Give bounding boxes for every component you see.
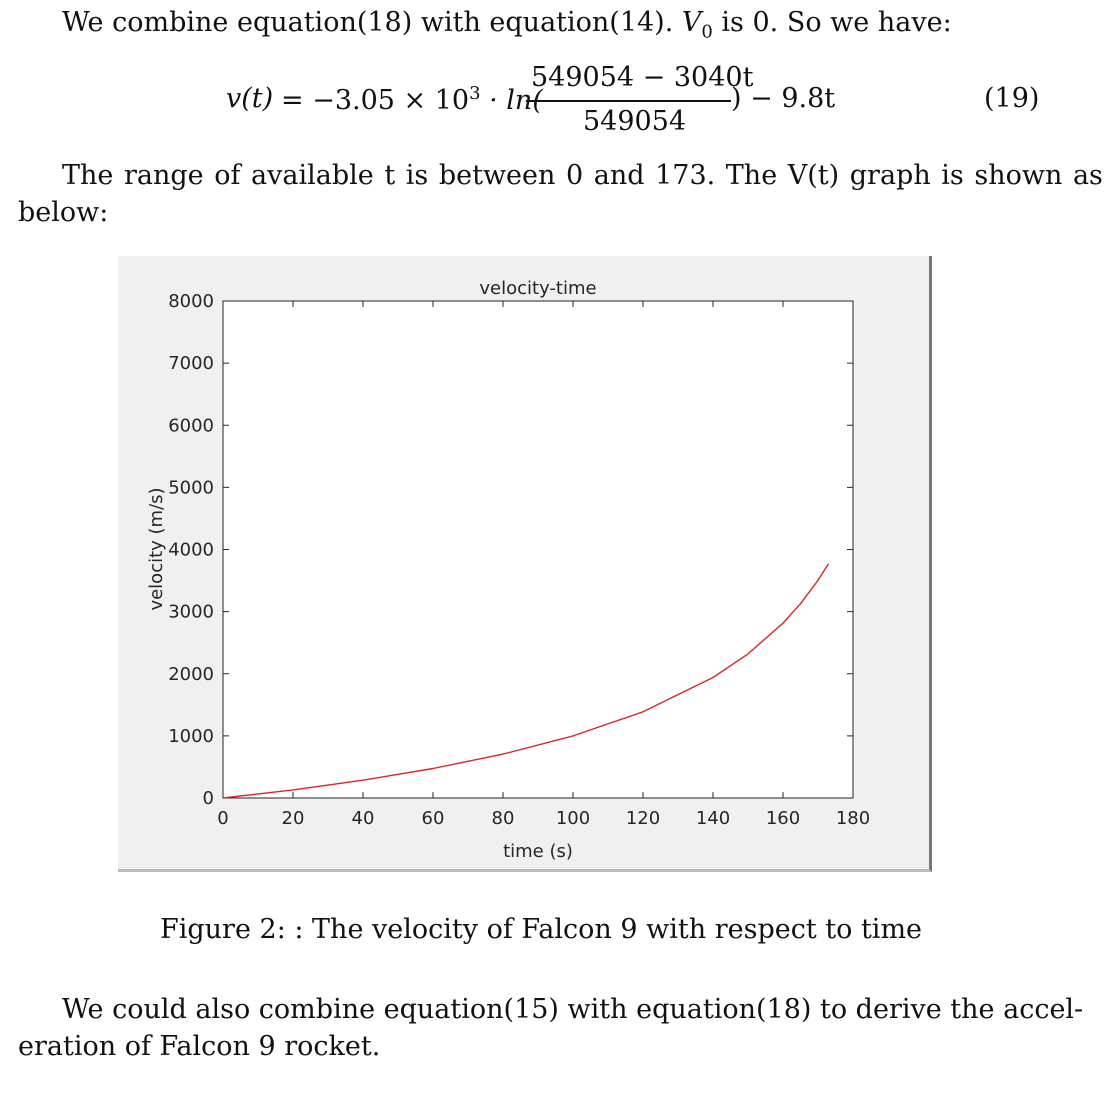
y-tick-label: 3000 — [168, 602, 214, 623]
paragraph-range-line2: below: — [18, 197, 109, 228]
x-tick-label: 100 — [556, 808, 590, 829]
y-tick-label: 0 — [203, 788, 214, 809]
y-tick-label: 4000 — [168, 540, 214, 561]
x-axis-label: time (s) — [503, 841, 573, 862]
x-tick-label: 140 — [696, 808, 730, 829]
paragraph-range-line1: The range of available t is between 0 an… — [62, 160, 1103, 191]
intro-text: We combine equation(18) with equation(14… — [62, 7, 682, 38]
x-tick-label: 0 — [217, 808, 228, 829]
equation-number: (19) — [984, 83, 1040, 114]
x-tick-label: 160 — [766, 808, 800, 829]
figure-velocity-time: velocity-time time (s) velocity (m/s) 0 2… — [118, 256, 932, 872]
axis-ticks: 0 20 40 60 80 100 120 140 160 180 0 1000 2000 3000 400… — [168, 291, 870, 829]
plot-area — [222, 300, 854, 799]
paragraph-intro: We combine equation(18) with equation(14… — [62, 6, 952, 49]
paragraph-accel-line1: We could also combine equation(15) with … — [62, 994, 1084, 1025]
y-tick-label: 7000 — [168, 353, 214, 374]
y-tick-label: 8000 — [168, 291, 214, 312]
y-tick-label: 1000 — [168, 726, 214, 747]
v0-subscript: 0 — [701, 21, 713, 43]
fraction-bar — [526, 100, 731, 102]
x-tick-label: 80 — [492, 808, 515, 829]
velocity-time-chart: velocity-time time (s) velocity (m/s) 0 2… — [146, 278, 870, 862]
v0-symbol: V — [681, 7, 702, 38]
velocity-series-line — [222, 563, 830, 799]
equation-exponent: 3 — [469, 83, 481, 104]
equation-coefficient: = −3.05 × 10 — [281, 85, 470, 116]
x-tick-label: 20 — [282, 808, 305, 829]
x-tick-label: 60 — [422, 808, 445, 829]
equation-numerator: 549054 − 3040t — [531, 62, 754, 93]
y-tick-label: 6000 — [168, 415, 214, 436]
equation-lhs: v(t) — [226, 83, 274, 114]
y-tick-label: 2000 — [168, 664, 214, 685]
x-tick-label: 180 — [836, 808, 870, 829]
equation-denominator: 549054 — [583, 106, 687, 137]
figure-caption: Figure 2: : The velocity of Falcon 9 wit… — [160, 914, 923, 945]
equation-tail: ) − 9.8t — [731, 83, 836, 114]
x-tick-label: 40 — [352, 808, 375, 829]
y-axis-label: velocity (m/s) — [146, 487, 167, 610]
chart-title: velocity-time — [479, 278, 596, 299]
paragraph-accel-line2: eration of Falcon 9 rocket. — [18, 1031, 381, 1062]
series-layer — [222, 563, 830, 799]
intro-suffix: is 0. So we have: — [712, 7, 952, 38]
y-tick-label: 5000 — [168, 477, 214, 498]
x-tick-label: 120 — [626, 808, 660, 829]
